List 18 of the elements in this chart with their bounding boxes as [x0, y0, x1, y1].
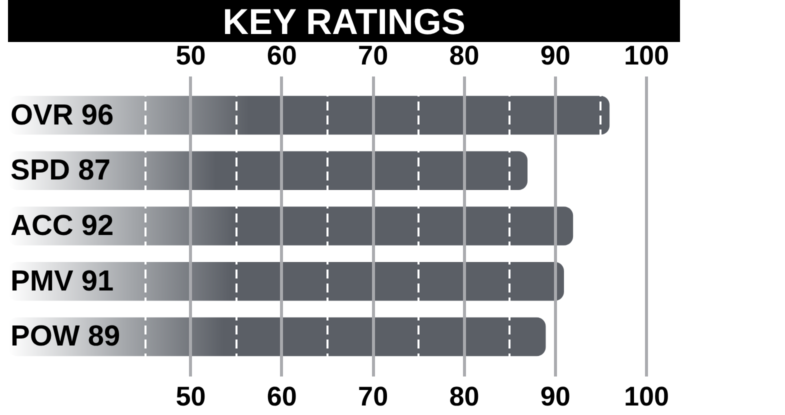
y-tick-label: PMV 91 — [10, 265, 114, 298]
x-tick-label: 80 — [449, 382, 480, 412]
x-tick-label: 90 — [540, 382, 570, 412]
x2-tick-label: 90 — [540, 40, 570, 70]
x2-tick-label: 50 — [176, 40, 206, 70]
y-tick-label: POW 89 — [10, 320, 120, 353]
chart-title: KEY RATINGS — [8, 0, 680, 42]
x-tick-label: 60 — [266, 382, 297, 412]
x-tick-label: 50 — [176, 382, 206, 412]
x2-tick-label: 80 — [449, 40, 480, 70]
y-tick-label: SPD 87 — [10, 154, 110, 187]
x-tick-label: 70 — [358, 382, 388, 412]
y-tick-label: ACC 92 — [10, 210, 114, 242]
x2-tick-label: 70 — [358, 40, 388, 70]
x2-tick-label: 100 — [624, 40, 670, 70]
x-tick-label: 100 — [624, 382, 670, 412]
y-tick-label: OVR 96 — [10, 99, 114, 132]
x2-tick-label: 60 — [266, 40, 297, 70]
